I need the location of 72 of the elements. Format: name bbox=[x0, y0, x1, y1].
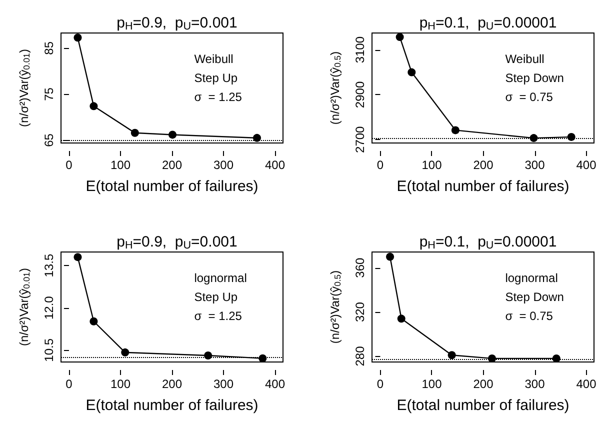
x-tick-label: 200 bbox=[473, 377, 494, 391]
point bbox=[258, 354, 267, 362]
x-tick-label: 0 bbox=[66, 158, 73, 172]
x-tick-label: 0 bbox=[376, 377, 384, 391]
point bbox=[386, 252, 394, 261]
y-axis-title: (n/σ²)Var(ŷ0.5) bbox=[328, 270, 342, 344]
point bbox=[488, 354, 496, 362]
point bbox=[252, 134, 261, 142]
y-axis-title: (n/σ²)Var(ŷ0.01) bbox=[16, 49, 32, 127]
x-tick-label: 300 bbox=[524, 158, 546, 172]
x-tick-label: 200 bbox=[162, 158, 182, 172]
x-tick-label: 200 bbox=[473, 158, 494, 172]
point bbox=[448, 351, 456, 360]
point bbox=[204, 352, 212, 360]
x-tick-label: 100 bbox=[110, 377, 131, 391]
point bbox=[408, 68, 416, 76]
y-tick-label: 2700 bbox=[353, 126, 367, 153]
point bbox=[74, 253, 82, 262]
annotation: Step Down bbox=[505, 290, 564, 304]
x-tick-label: 300 bbox=[213, 158, 234, 172]
point bbox=[168, 130, 177, 139]
point bbox=[530, 134, 538, 142]
point bbox=[90, 317, 98, 326]
y-tick-label: 3100 bbox=[353, 36, 367, 64]
x-tick-label: 400 bbox=[265, 158, 286, 172]
x-tick-label: 300 bbox=[213, 377, 234, 391]
y-tick-label: 12.0 bbox=[42, 296, 56, 320]
annotation: lognormal bbox=[505, 271, 558, 285]
point bbox=[90, 102, 98, 110]
x-tick-label: 100 bbox=[110, 158, 131, 172]
x-tick-label: 400 bbox=[265, 377, 286, 391]
point bbox=[130, 128, 139, 137]
point bbox=[121, 348, 130, 356]
y-axis-title: (n/σ²)Var(ŷ0.01) bbox=[16, 268, 32, 346]
annotation: σ = 1.25 bbox=[194, 309, 242, 323]
annotation: lognormal bbox=[194, 271, 247, 285]
annotation: σ = 0.75 bbox=[505, 90, 554, 104]
x-axis-title: E(total number of failures) bbox=[396, 178, 570, 195]
x-tick-label: 100 bbox=[422, 377, 442, 391]
annotation: Weibull bbox=[505, 52, 544, 66]
annotation: Weibull bbox=[194, 52, 234, 66]
point bbox=[567, 132, 576, 141]
point bbox=[552, 354, 560, 362]
y-tick-label: 360 bbox=[353, 257, 367, 278]
y-tick-label: 280 bbox=[353, 346, 367, 366]
y-tick-label: 85 bbox=[42, 41, 56, 55]
point bbox=[397, 314, 406, 323]
y-tick-label: 65 bbox=[42, 133, 56, 147]
annotation: σ = 1.25 bbox=[194, 90, 242, 104]
annotation: Step Up bbox=[194, 290, 238, 304]
x-axis-title: E(total number of failures) bbox=[396, 397, 570, 414]
x-tick-label: 0 bbox=[376, 158, 384, 172]
y-tick-label: 75 bbox=[42, 87, 56, 101]
point bbox=[74, 34, 82, 42]
x-tick-label: 400 bbox=[576, 158, 597, 172]
annotation: Step Up bbox=[194, 71, 238, 85]
point bbox=[451, 126, 460, 134]
point bbox=[396, 33, 404, 42]
y-tick-label: 2900 bbox=[353, 81, 367, 108]
y-tick-label: 320 bbox=[353, 302, 367, 322]
x-tick-label: 400 bbox=[576, 377, 597, 391]
annotation: Step Down bbox=[505, 71, 564, 85]
x-tick-label: 300 bbox=[524, 377, 546, 391]
x-axis-title: E(total number of failures) bbox=[86, 397, 258, 414]
annotation: σ = 0.75 bbox=[505, 309, 554, 323]
y-tick-label: 13.5 bbox=[42, 254, 56, 278]
y-axis-title: (n/σ²)Var(ŷ0.5) bbox=[328, 51, 342, 125]
x-tick-label: 200 bbox=[162, 377, 182, 391]
x-tick-label: 100 bbox=[422, 158, 442, 172]
x-axis-title: E(total number of failures) bbox=[86, 178, 258, 195]
x-tick-label: 0 bbox=[66, 377, 73, 391]
y-tick-label: 10.5 bbox=[42, 338, 56, 362]
